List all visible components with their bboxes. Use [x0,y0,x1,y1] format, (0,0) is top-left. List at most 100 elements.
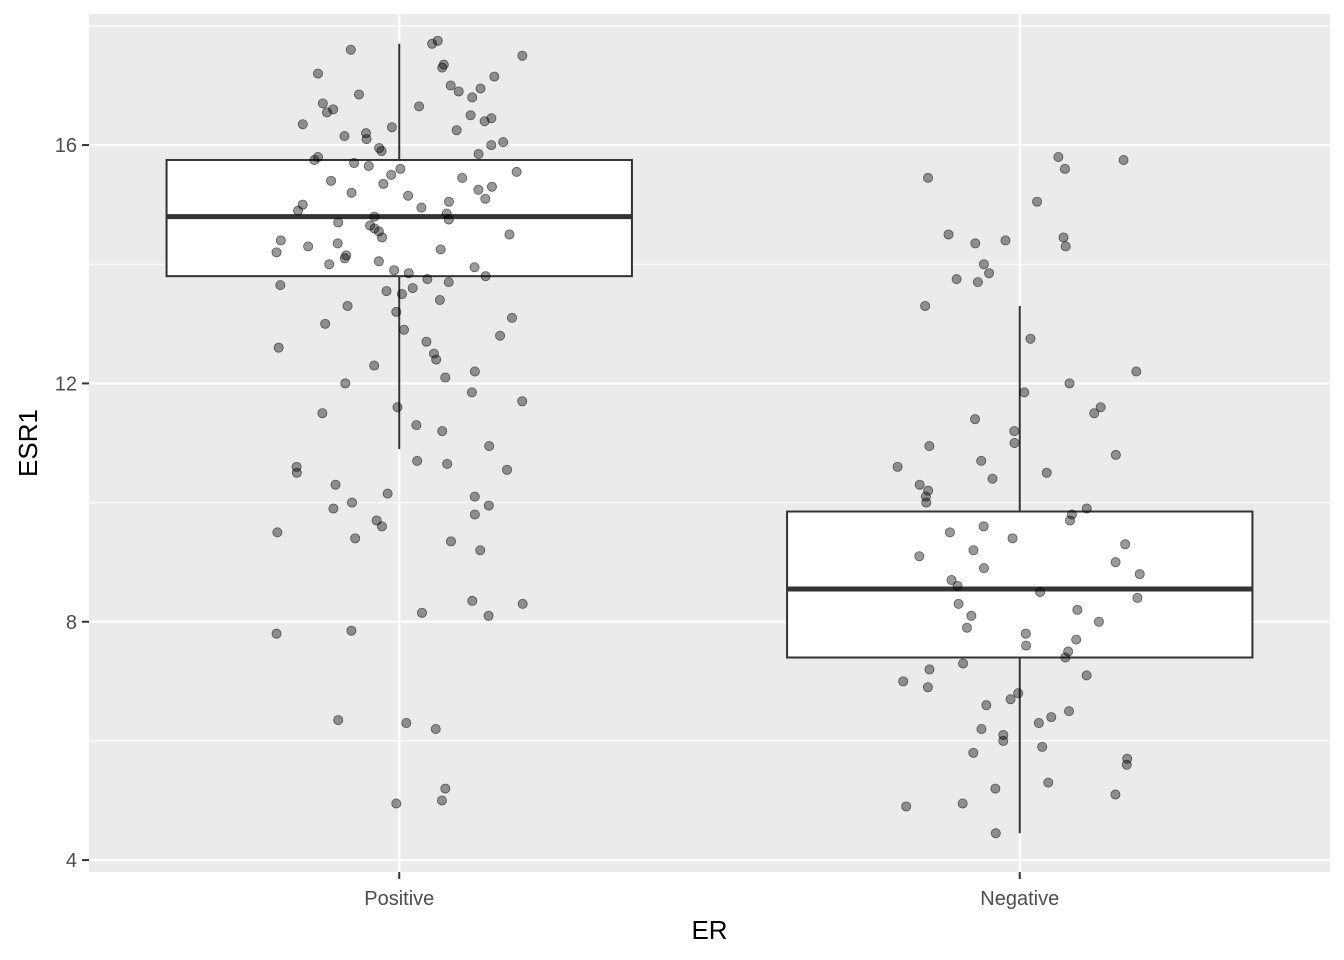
data-point [495,330,506,341]
data-point [421,336,432,347]
data-point [275,280,286,291]
data-point [978,563,989,574]
data-point [920,300,931,311]
data-point [469,491,480,502]
data-point [309,154,320,165]
data-point [958,658,969,669]
data-point [998,735,1009,746]
data-point [1019,387,1030,398]
data-point [922,682,933,693]
data-point [441,208,452,219]
data-point [437,426,448,437]
data-point [489,71,500,82]
data-point [297,119,308,130]
data-point [1046,712,1057,723]
data-point [1072,604,1083,615]
data-point [391,306,402,317]
data-point [972,277,983,288]
data-point [1037,741,1048,752]
data-point [1071,634,1082,645]
data-point [453,86,464,97]
data-point [378,178,389,189]
data-point [392,402,403,413]
data-point [339,253,350,264]
data-point [923,485,934,496]
data-point [445,80,456,91]
data-point [924,664,935,675]
data-point [440,372,451,383]
data-point [946,575,957,586]
data-point [369,360,380,371]
data-point [1134,569,1145,580]
data-point [272,527,283,538]
data-point [377,232,388,243]
data-point [475,83,486,94]
data-point [517,396,528,407]
boxes [165,158,1254,659]
data-point [427,38,438,49]
data-point [1058,232,1069,243]
data-point [1060,652,1071,663]
data-point [978,259,989,270]
data-point [517,598,528,609]
data-point [1110,449,1121,460]
data-point [976,724,987,735]
data-point [363,160,374,171]
data-point [914,479,925,490]
data-point [361,134,372,145]
data-point [326,175,337,186]
data-point [952,581,963,592]
data-point [317,98,328,109]
data-point [416,202,427,213]
data-point [1033,718,1044,729]
data-point [467,92,478,103]
data-point [921,497,932,508]
data-point [440,783,451,794]
y-tick-label: 16 [55,135,77,157]
data-point [914,551,925,562]
data-point [479,116,490,127]
data-point [987,473,998,484]
x-axis-title: ER [691,915,727,945]
data-point [431,354,442,365]
data-point [953,598,964,609]
data-point [320,318,331,329]
data-point [332,238,343,249]
data-point [445,536,456,547]
data-point [943,229,954,240]
data-point [435,244,446,255]
data-point [1059,163,1070,174]
data-point [437,62,448,73]
data-point [353,89,364,100]
data-point [1020,628,1031,639]
data-point [469,509,480,520]
data-point [1118,154,1129,165]
data-point [1021,640,1032,651]
data-point [434,294,445,305]
data-point [443,277,454,288]
data-point [396,289,407,300]
data-point [443,214,454,225]
data-point [976,455,987,466]
data-point [473,149,484,160]
data-point [401,718,412,729]
data-point [369,211,380,222]
data-point [350,533,361,544]
data-point [966,610,977,621]
data-point [330,479,341,490]
data-point [961,622,972,633]
data-point [923,172,934,183]
data-point [389,265,400,276]
data-point [504,229,515,240]
data-point [892,461,903,472]
data-point [386,122,397,133]
data-point [465,110,476,121]
data-point [451,125,462,136]
data-point [1013,688,1024,699]
x-tick-label: Negative [980,888,1059,910]
data-point [1110,557,1121,568]
data-point [403,268,414,279]
data-point [414,101,425,112]
data-point [324,259,335,270]
